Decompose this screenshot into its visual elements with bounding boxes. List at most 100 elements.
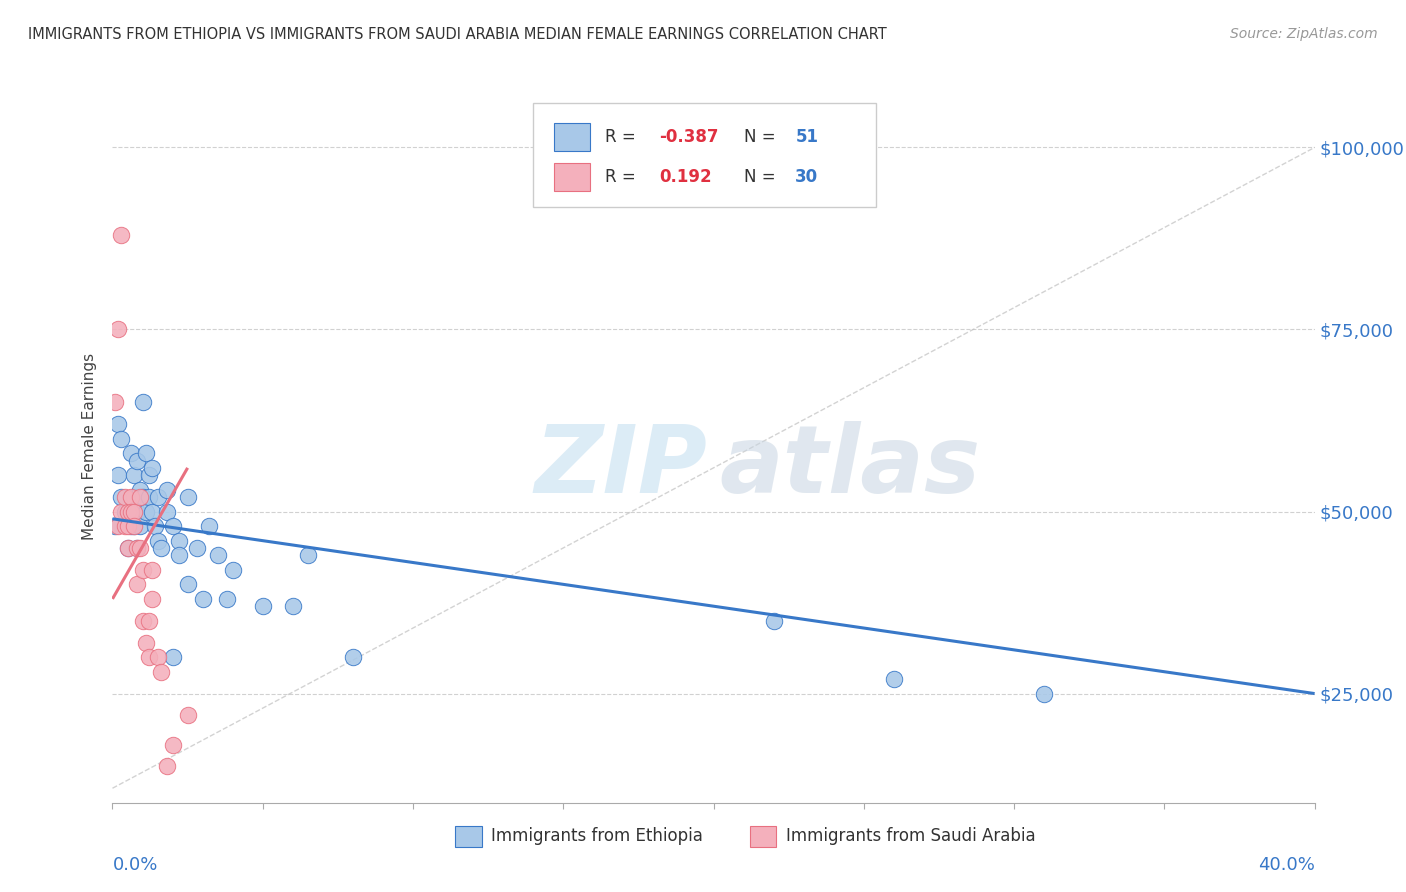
Point bbox=[281, 599, 304, 614]
Point bbox=[297, 548, 319, 562]
Point bbox=[125, 504, 148, 518]
Point bbox=[176, 490, 198, 504]
Point bbox=[120, 446, 142, 460]
Point bbox=[131, 490, 153, 504]
Point bbox=[107, 468, 129, 483]
Point bbox=[186, 541, 208, 555]
Point bbox=[1033, 687, 1056, 701]
Point bbox=[138, 490, 160, 504]
Point bbox=[104, 519, 127, 533]
Point bbox=[252, 599, 274, 614]
Text: -0.387: -0.387 bbox=[659, 128, 718, 146]
Point bbox=[107, 322, 129, 336]
Point bbox=[107, 417, 129, 432]
Point bbox=[342, 650, 364, 665]
Point bbox=[131, 395, 153, 409]
Point bbox=[128, 541, 150, 555]
Point bbox=[167, 533, 190, 548]
Text: Source: ZipAtlas.com: Source: ZipAtlas.com bbox=[1230, 27, 1378, 41]
Point bbox=[141, 563, 163, 577]
Text: IMMIGRANTS FROM ETHIOPIA VS IMMIGRANTS FROM SAUDI ARABIA MEDIAN FEMALE EARNINGS : IMMIGRANTS FROM ETHIOPIA VS IMMIGRANTS F… bbox=[28, 27, 887, 42]
Point bbox=[128, 490, 150, 504]
Point bbox=[131, 563, 153, 577]
Point bbox=[143, 519, 166, 533]
Point bbox=[104, 395, 127, 409]
Text: 0.192: 0.192 bbox=[659, 168, 711, 186]
Point bbox=[131, 614, 153, 628]
Point bbox=[117, 541, 139, 555]
Point bbox=[114, 490, 136, 504]
Point bbox=[176, 577, 198, 591]
Point bbox=[138, 614, 160, 628]
Point bbox=[125, 541, 148, 555]
Point bbox=[141, 591, 163, 606]
Point bbox=[162, 519, 184, 533]
Point bbox=[149, 665, 172, 679]
Text: N =: N = bbox=[744, 128, 780, 146]
Point bbox=[120, 490, 142, 504]
Text: R =: R = bbox=[606, 128, 641, 146]
Point bbox=[146, 490, 169, 504]
Point bbox=[155, 504, 177, 518]
Point bbox=[122, 504, 145, 518]
Point bbox=[125, 453, 148, 467]
Point bbox=[762, 614, 785, 628]
Point bbox=[117, 541, 139, 555]
Point bbox=[167, 548, 190, 562]
Text: 51: 51 bbox=[796, 128, 818, 146]
Point bbox=[122, 519, 145, 533]
Point bbox=[110, 432, 132, 446]
Point bbox=[141, 504, 163, 518]
Point bbox=[114, 519, 136, 533]
Text: 40.0%: 40.0% bbox=[1258, 856, 1315, 874]
Point bbox=[155, 759, 177, 773]
Point bbox=[191, 591, 214, 606]
Point bbox=[135, 504, 157, 518]
Point bbox=[120, 504, 142, 518]
Text: Immigrants from Saudi Arabia: Immigrants from Saudi Arabia bbox=[786, 828, 1035, 846]
Point bbox=[120, 519, 142, 533]
Point bbox=[110, 490, 132, 504]
Text: 30: 30 bbox=[796, 168, 818, 186]
Text: atlas: atlas bbox=[720, 421, 981, 514]
Point bbox=[117, 504, 139, 518]
Point bbox=[128, 519, 150, 533]
Point bbox=[135, 635, 157, 649]
Point bbox=[128, 483, 150, 497]
Point bbox=[125, 541, 148, 555]
Point bbox=[138, 650, 160, 665]
Point bbox=[197, 519, 219, 533]
FancyBboxPatch shape bbox=[533, 103, 876, 207]
Point bbox=[122, 468, 145, 483]
Point bbox=[135, 446, 157, 460]
Point bbox=[138, 468, 160, 483]
Point bbox=[883, 672, 905, 686]
FancyBboxPatch shape bbox=[554, 162, 589, 191]
Point bbox=[222, 563, 245, 577]
Point bbox=[125, 577, 148, 591]
Point bbox=[146, 650, 169, 665]
Point bbox=[155, 483, 177, 497]
Point bbox=[122, 490, 145, 504]
Point bbox=[114, 504, 136, 518]
Point bbox=[215, 591, 238, 606]
Point bbox=[117, 504, 139, 518]
Point bbox=[141, 460, 163, 475]
Point bbox=[149, 541, 172, 555]
Text: N =: N = bbox=[744, 168, 780, 186]
Point bbox=[176, 708, 198, 723]
Y-axis label: Median Female Earnings: Median Female Earnings bbox=[82, 352, 97, 540]
Point bbox=[122, 519, 145, 533]
FancyBboxPatch shape bbox=[749, 826, 776, 847]
Point bbox=[117, 519, 139, 533]
FancyBboxPatch shape bbox=[554, 123, 589, 152]
Text: R =: R = bbox=[606, 168, 641, 186]
Text: ZIP: ZIP bbox=[534, 421, 707, 514]
Point bbox=[146, 533, 169, 548]
Point bbox=[110, 227, 132, 242]
Point bbox=[162, 738, 184, 752]
FancyBboxPatch shape bbox=[456, 826, 481, 847]
Text: 0.0%: 0.0% bbox=[112, 856, 157, 874]
Point bbox=[207, 548, 229, 562]
Point bbox=[110, 504, 132, 518]
